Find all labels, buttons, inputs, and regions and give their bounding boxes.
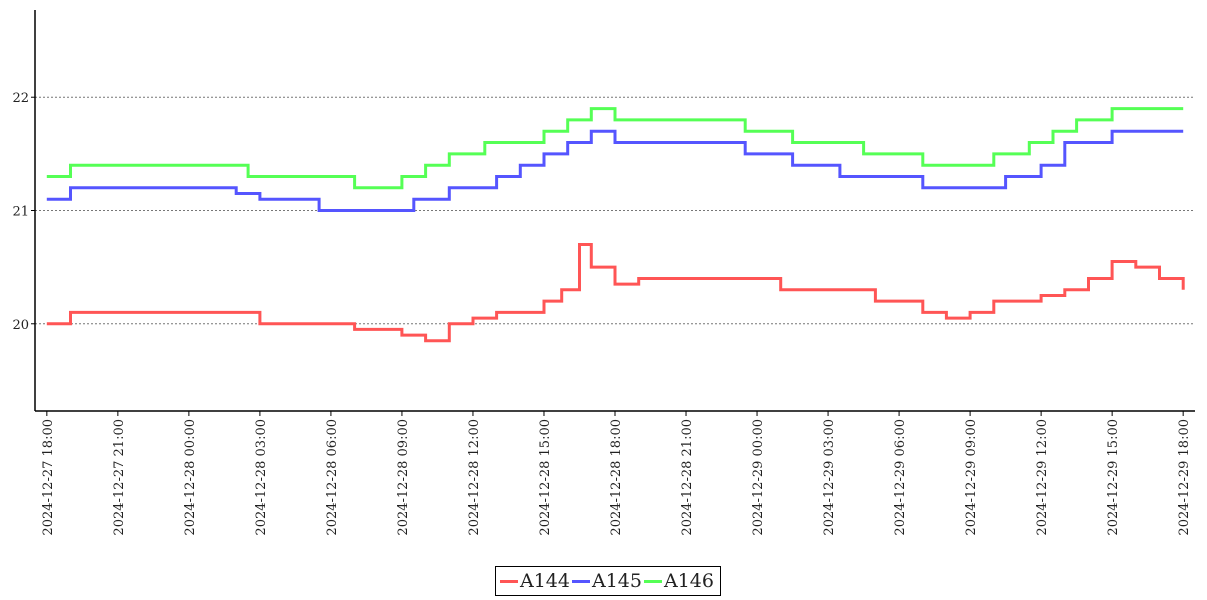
legend-swatch-a144 [500, 579, 518, 583]
x-tick-label: 2024-12-29 03:00 [822, 419, 837, 536]
x-tick-label: 2024-12-28 03:00 [254, 419, 269, 536]
grid-lines [35, 96, 1195, 325]
y-tick-label: 22 [12, 91, 29, 106]
legend-swatch-a145 [572, 579, 590, 583]
x-tick-label: 2024-12-29 15:00 [1106, 419, 1121, 536]
legend-label-a145: A145 [592, 570, 642, 592]
legend-item-a144: A144 [500, 570, 570, 592]
series-line-a144 [46, 243, 1185, 343]
x-tick-labels: 2024-12-27 18:00 2024-12-27 21:00 2024-12-… [41, 411, 1192, 536]
x-tick-label: 2024-12-28 00:00 [183, 419, 198, 536]
legend-item-a146: A146 [644, 570, 714, 592]
y-tick-label: 21 [12, 205, 29, 220]
x-tick-label: 2024-12-28 15:00 [538, 419, 553, 536]
series-lines [46, 107, 1185, 343]
y-tick-label: 20 [12, 318, 29, 333]
x-tick-label: 2024-12-28 18:00 [609, 419, 624, 536]
x-tick-label: 2024-12-27 18:00 [41, 419, 56, 536]
x-tick-label: 2024-12-27 21:00 [112, 419, 127, 536]
x-tick-label: 2024-12-28 09:00 [396, 419, 411, 536]
x-tick-label: 2024-12-29 00:00 [751, 419, 766, 536]
x-tick-label: 2024-12-29 06:00 [893, 419, 908, 536]
x-tick-label: 2024-12-29 12:00 [1035, 419, 1050, 536]
series-line-a146 [46, 107, 1184, 190]
legend-swatch-a146 [644, 579, 662, 583]
x-tick-label: 2024-12-28 06:00 [325, 419, 340, 536]
legend-item-a145: A145 [572, 570, 642, 592]
x-tick-label: 2024-12-29 09:00 [964, 419, 979, 536]
x-tick-label: 2024-12-28 21:00 [680, 419, 695, 536]
y-tick-labels: 20 21 22 [12, 91, 35, 333]
legend-label-a146: A146 [664, 570, 714, 592]
legend: A144 A145 A146 [495, 566, 721, 596]
legend-label-a144: A144 [520, 570, 570, 592]
series-line-a145 [46, 129, 1184, 212]
x-tick-label: 2024-12-29 18:00 [1177, 419, 1192, 536]
x-tick-label: 2024-12-28 12:00 [467, 419, 482, 536]
